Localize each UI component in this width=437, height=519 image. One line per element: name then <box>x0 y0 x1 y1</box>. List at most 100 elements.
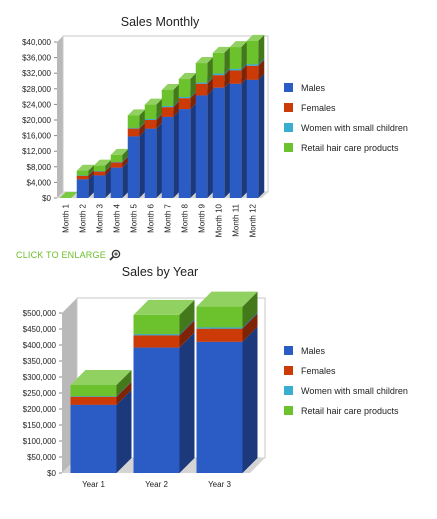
x-tick-label: Month 1 <box>62 203 71 232</box>
bar-side <box>179 332 195 473</box>
y-tick-label: $4,000 <box>27 178 52 187</box>
click-to-enlarge-link[interactable]: CLICK TO ENLARGE <box>16 249 121 261</box>
bar-front <box>110 162 123 168</box>
bar-top <box>246 34 265 41</box>
bar-front <box>110 161 123 163</box>
bar-segment <box>195 57 214 83</box>
bar-side <box>224 67 231 76</box>
bar-front <box>212 73 225 76</box>
bar-front <box>127 128 140 137</box>
bar-front <box>229 47 242 69</box>
bar-side <box>241 41 248 69</box>
bar-side <box>258 73 265 198</box>
bar-front <box>178 109 191 198</box>
x-tick-label: Month 2 <box>79 203 88 232</box>
bar-side <box>190 90 197 99</box>
bar-front <box>212 75 225 88</box>
bar-front <box>127 136 140 198</box>
bar-front <box>110 167 123 198</box>
legend-swatch <box>284 103 293 112</box>
bar-front <box>246 65 259 80</box>
bar-side <box>116 381 132 405</box>
magnifier-plus-icon <box>109 249 121 261</box>
y-tick-label: $12,000 <box>22 147 51 156</box>
bar-top <box>212 46 231 53</box>
y-tick-label: $28,000 <box>22 85 51 94</box>
bar-side <box>179 320 195 348</box>
bar-side <box>88 169 95 176</box>
bar-side <box>156 113 163 120</box>
legend-swatch <box>284 366 293 375</box>
bar-front <box>196 341 243 473</box>
bar-front <box>76 179 89 198</box>
bar-front <box>76 175 89 176</box>
bar-front <box>196 327 243 329</box>
bar-side <box>190 73 197 97</box>
legend-swatch <box>284 83 293 92</box>
y-tick-label: $24,000 <box>22 100 51 109</box>
bar-segment <box>229 77 248 198</box>
bar-front <box>161 105 174 108</box>
y-tick-label: $32,000 <box>22 69 51 78</box>
bar-front <box>246 40 259 65</box>
y-tick-label: $8,000 <box>27 163 52 172</box>
y-tick-label: $350,000 <box>23 357 57 366</box>
bar-front <box>70 385 117 397</box>
bar-segment <box>127 109 146 128</box>
bar-segment <box>144 122 163 198</box>
legend-swatch <box>284 143 293 152</box>
x-tick-label: Month 9 <box>198 203 207 232</box>
bar-side <box>139 122 146 137</box>
bar-front <box>144 120 157 129</box>
bar-side <box>139 109 146 128</box>
bar-segment <box>212 81 231 198</box>
bar-segment <box>76 164 95 176</box>
bar-side <box>122 155 129 163</box>
bar-side <box>179 299 195 335</box>
x-tick-label: Month 5 <box>130 203 139 232</box>
bar-side <box>242 312 258 329</box>
y-tick-label: $36,000 <box>22 54 51 63</box>
y-tick-label: $100,000 <box>23 437 57 446</box>
y-tick-label: $300,000 <box>23 373 57 382</box>
bar-side <box>242 291 258 328</box>
bar-top <box>144 98 163 105</box>
bar-front <box>195 83 208 96</box>
bar-top <box>196 291 258 307</box>
bar-side <box>139 121 146 129</box>
bar-side <box>122 148 129 162</box>
bar-side <box>156 114 163 129</box>
bar-front <box>161 116 174 198</box>
bar-side <box>88 173 95 198</box>
legend-label: Women with small children <box>301 386 408 396</box>
bar-segment <box>178 103 197 198</box>
bar-top <box>133 299 195 315</box>
bar-segment <box>133 299 195 335</box>
bar-top <box>59 192 78 198</box>
bar-top <box>229 41 248 48</box>
bar-front <box>196 306 243 328</box>
bar-side <box>105 165 112 176</box>
bar-side <box>190 92 197 110</box>
bar-side <box>105 165 112 172</box>
bar-segment <box>161 83 180 106</box>
bar-side <box>116 389 132 473</box>
bar-top <box>161 83 180 90</box>
x-tick-label: Month 10 <box>215 203 224 237</box>
bar-top <box>93 159 112 166</box>
bar-front <box>133 335 180 348</box>
x-tick-label: Month 6 <box>147 203 156 232</box>
x-tick-label: Month 12 <box>249 203 258 237</box>
bar-front <box>212 52 225 74</box>
bar-segment <box>212 46 231 74</box>
bar-front <box>246 64 259 66</box>
bar-segment <box>246 73 265 198</box>
bar-side <box>241 64 248 84</box>
bar-front <box>178 98 191 110</box>
bar-side <box>258 34 265 65</box>
bar-front <box>178 79 191 97</box>
click-to-enlarge-label: CLICK TO ENLARGE <box>16 250 106 260</box>
bar-front <box>212 87 225 198</box>
x-tick-label: Year 1 <box>82 480 105 489</box>
bar-front <box>195 82 208 84</box>
